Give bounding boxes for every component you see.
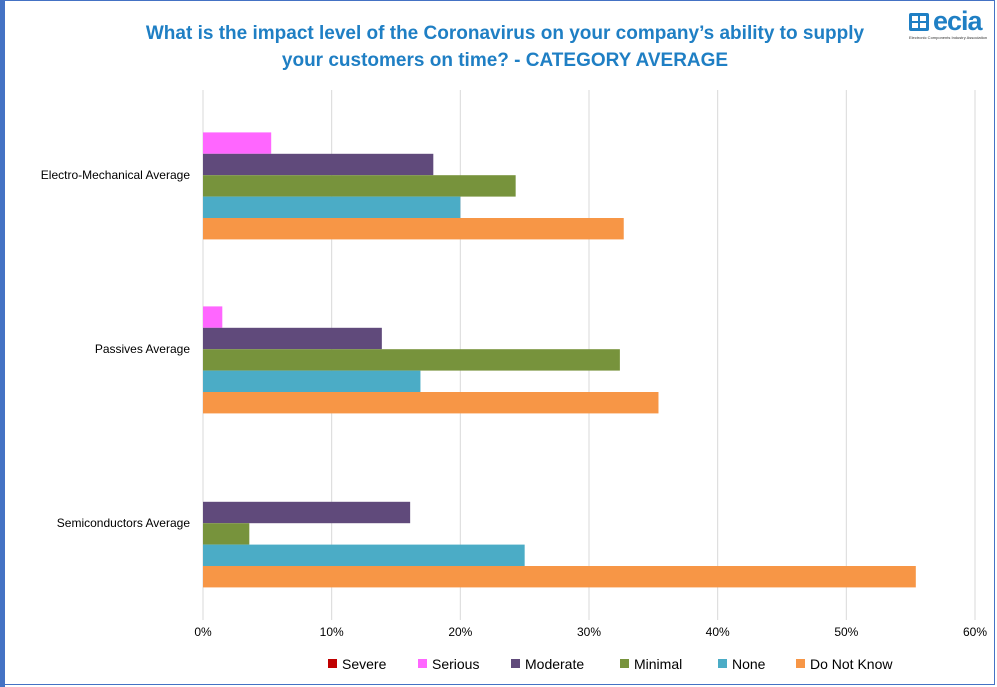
- legend: Severe Serious Moderate Minimal None Do Not K…: [0, 653, 997, 677]
- x-axis-tick-labels: 0% 10% 20% 30% 40% 50% 60%: [194, 625, 987, 639]
- legend-swatch: [328, 659, 337, 668]
- x-tick-label: 60%: [963, 625, 987, 639]
- legend-swatch: [418, 659, 427, 668]
- category-label: Semiconductors Average: [57, 516, 191, 530]
- x-tick-label: 10%: [320, 625, 344, 639]
- chart-title: What is the impact level of the Coronavi…: [110, 20, 900, 74]
- ecia-logo-icon: [909, 13, 929, 31]
- legend-label: Do Not Know: [810, 656, 893, 672]
- legend-label: Minimal: [634, 656, 683, 672]
- legend-item-none: None: [718, 656, 765, 672]
- chart-title-line-1: What is the impact level of the Coronavi…: [145, 23, 865, 44]
- x-tick-label: 40%: [706, 625, 730, 639]
- bar-do-not-know: [203, 218, 624, 240]
- bar-none: [203, 196, 461, 218]
- category-labels: Electro-Mechanical Average Passives Avera…: [41, 168, 191, 530]
- legend-swatch: [620, 659, 629, 668]
- bar-do-not-know: [203, 566, 916, 588]
- ecia-logo: ecia Electronic Components Industry Asso…: [906, 6, 992, 46]
- category-label: Electro-Mechanical Average: [41, 168, 191, 182]
- bar-chart: Electro-Mechanical Average Passives Avera…: [41, 90, 987, 639]
- legend-item-serious: Serious: [418, 656, 479, 672]
- bars: [203, 132, 916, 588]
- legend-item-severe: Severe: [328, 656, 386, 672]
- bar-none: [203, 544, 525, 566]
- legend-item-do-not-know: Do Not Know: [796, 656, 892, 672]
- x-tick-label: 0%: [194, 625, 212, 639]
- legend-label: Serious: [432, 656, 480, 672]
- bar-moderate: [203, 327, 382, 350]
- logo-wordmark: ecia: [933, 6, 983, 36]
- legend-swatch: [511, 659, 520, 668]
- x-tick-label: 20%: [448, 625, 472, 639]
- bar-minimal: [203, 175, 516, 197]
- x-tick-label: 50%: [834, 625, 858, 639]
- bar-none: [203, 370, 421, 392]
- bar-minimal: [203, 523, 250, 545]
- logo-tagline: Electronic Components Industry Associati…: [909, 35, 988, 40]
- bar-moderate: [203, 501, 411, 524]
- legend-label: Moderate: [525, 656, 585, 672]
- legend-swatch: [796, 659, 805, 668]
- legend-swatch: [718, 659, 727, 668]
- category-label: Passives Average: [95, 342, 190, 356]
- legend-label: Severe: [342, 656, 387, 672]
- legend-item-minimal: Minimal: [620, 656, 682, 672]
- chart-title-line-2: your customers on time? - CATEGORY AVERA…: [281, 50, 729, 71]
- legend-item-moderate: Moderate: [511, 656, 584, 672]
- x-tick-label: 30%: [577, 625, 601, 639]
- bar-minimal: [203, 349, 620, 371]
- bar-do-not-know: [203, 392, 659, 414]
- bar-serious: [203, 306, 223, 328]
- legend-label: None: [732, 656, 766, 672]
- bar-serious: [203, 132, 272, 154]
- bar-moderate: [203, 153, 434, 176]
- left-accent-bar: [0, 0, 5, 687]
